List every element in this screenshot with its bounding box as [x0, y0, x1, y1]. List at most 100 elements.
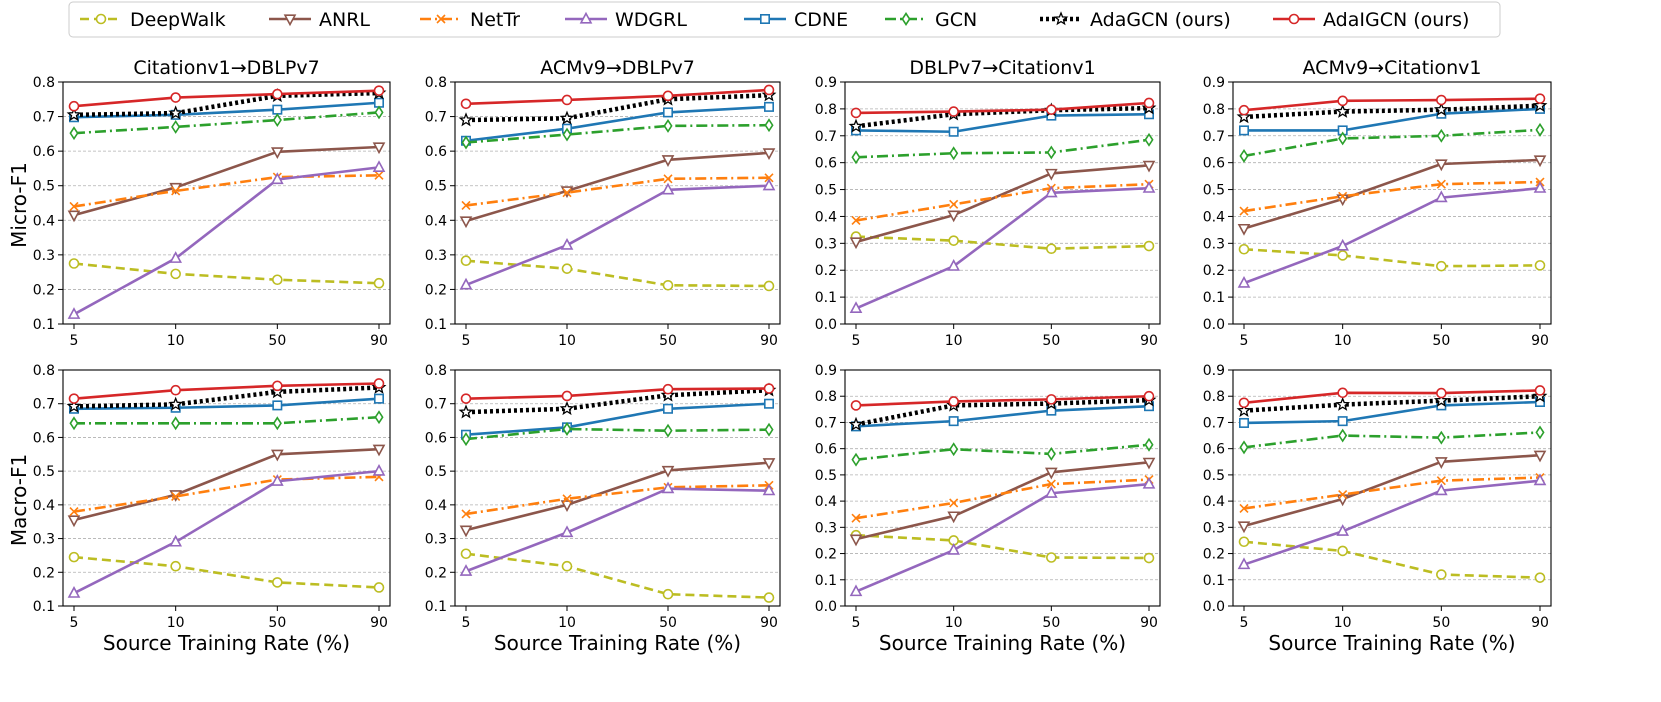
y-tick-label: 0.3 — [815, 236, 837, 252]
series-anrl — [1237, 450, 1547, 534]
series-adagcn-ours — [66, 379, 387, 413]
data-point-gcn — [1046, 446, 1056, 461]
x-tick-label: 5 — [852, 615, 861, 631]
data-point-gcn — [171, 416, 181, 431]
panel-8: 0.0 0.1 0.2 0.3 0.4 0.5 0.6 0.7 0.8 0.9 5 10 50 90 Sou… — [1203, 363, 1552, 655]
y-tick-label: 0.6 — [425, 430, 447, 446]
series-nettr — [461, 173, 774, 210]
data-point-wdgrl — [560, 237, 574, 250]
data-point-adaigcn-ours — [850, 400, 862, 411]
series-wdgrl — [67, 160, 386, 319]
series-wdgrl — [849, 181, 1156, 314]
y-tick-label: 0.8 — [1203, 102, 1225, 118]
y-tick-label: 0.5 — [1203, 183, 1225, 199]
y-tick-label: 0.8 — [815, 389, 837, 405]
y-tick-label: 0.9 — [1203, 363, 1225, 379]
data-point-deepwalk — [68, 258, 80, 269]
data-point-anrl — [1533, 155, 1547, 168]
series-line-nettr — [1243, 180, 1541, 213]
y-tick-label: 0.1 — [425, 599, 447, 615]
y-tick-label: 0.4 — [425, 498, 447, 514]
x-tick-label: 90 — [760, 615, 778, 631]
data-point-anrl — [1434, 159, 1448, 172]
data-point-adaigcn-ours — [1337, 387, 1348, 399]
y-tick-label: 0.4 — [1203, 494, 1225, 510]
y-tick-label: 0.7 — [1203, 129, 1225, 145]
y-tick-label: 0.2 — [1203, 263, 1225, 279]
data-point-anrl — [1237, 521, 1251, 534]
legend-marker-gcn — [901, 12, 911, 26]
series-nettr — [1239, 177, 1545, 216]
x-tick-label: 50 — [659, 615, 677, 631]
data-point-adagcn-ours — [1335, 103, 1351, 118]
axes-frame — [1232, 81, 1552, 325]
series-line-nettr — [73, 174, 380, 208]
data-point-adaigcn-ours — [1143, 97, 1155, 109]
data-point-wdgrl — [1142, 476, 1156, 489]
legend-item-adagcn-ours: AdaGCN (ours) — [1040, 9, 1231, 31]
data-point-deepwalk — [1337, 545, 1348, 557]
legend-item-adaigcn-ours: AdaIGCN (ours) — [1273, 9, 1469, 31]
series-adaigcn-ours — [850, 97, 1155, 119]
series-line-nettr — [465, 176, 770, 207]
data-point-deepwalk — [1238, 536, 1250, 548]
series-line-wdgrl — [855, 186, 1150, 310]
legend-marker-deepwalk — [95, 13, 107, 25]
series-deepwalk — [68, 551, 385, 593]
data-point-wdgrl — [1044, 486, 1058, 498]
data-point-adagcn-ours — [848, 118, 864, 133]
series-gcn — [851, 132, 1154, 165]
x-tick-label: 90 — [760, 333, 778, 349]
series-adaigcn-ours — [850, 390, 1155, 411]
y-tick-label: 0.7 — [425, 110, 447, 126]
data-point-wdgrl — [947, 542, 961, 555]
series-wdgrl — [849, 476, 1156, 597]
y-tick-label: 0.8 — [33, 75, 55, 91]
series-line-cdne — [1244, 107, 1541, 132]
data-point-adaigcn-ours — [1238, 104, 1250, 116]
series-line-adagcn-ours — [855, 397, 1150, 427]
data-point-adagcn-ours — [1532, 97, 1548, 112]
data-point-adaigcn-ours — [460, 98, 472, 110]
panel-title: DBLPv7→Citationv1 — [909, 57, 1095, 79]
y-tick-label: 0.1 — [815, 290, 837, 306]
x-tick-label: 10 — [167, 615, 185, 631]
data-point-deepwalk — [561, 560, 573, 572]
series-gcn — [1239, 425, 1545, 455]
series-line-adaigcn-ours — [855, 101, 1150, 115]
series-deepwalk — [460, 255, 775, 292]
legend-label-wdgrl: WDGRL — [615, 9, 687, 31]
data-point-wdgrl — [372, 463, 386, 476]
data-point-wdgrl — [661, 182, 675, 195]
data-point-gcn — [1338, 428, 1348, 443]
series-cdne — [460, 398, 774, 440]
y-tick-label: 0.5 — [33, 179, 55, 195]
axes-frame — [1232, 369, 1552, 607]
legend-label-nettr: NetTr — [470, 9, 520, 31]
y-tick-label: 0.3 — [1203, 236, 1225, 252]
legend-marker-adagcn-ours — [1053, 11, 1069, 26]
data-point-cdne — [948, 416, 959, 427]
series-cdne — [850, 109, 1155, 137]
data-point-wdgrl — [849, 584, 863, 597]
y-tick-label: 0.6 — [1203, 442, 1225, 458]
series-anrl — [849, 457, 1156, 547]
data-point-adaigcn-ours — [850, 107, 862, 119]
data-point-adagcn-ours — [1335, 396, 1351, 411]
data-point-wdgrl — [1237, 557, 1251, 570]
legend-item-nettr: NetTr — [420, 9, 520, 31]
data-point-wdgrl — [1044, 185, 1058, 198]
data-point-adaigcn-ours — [662, 383, 674, 395]
series-line-nettr — [855, 182, 1150, 222]
series-line-wdgrl — [855, 482, 1150, 593]
x-tick-label: 50 — [1432, 333, 1450, 349]
data-point-anrl — [459, 525, 473, 538]
series-line-anrl — [1243, 453, 1541, 528]
y-tick-label: 0.1 — [33, 599, 55, 615]
data-point-adagcn-ours — [660, 387, 676, 402]
y-tick-label: 0.9 — [815, 363, 837, 379]
data-point-deepwalk — [460, 255, 472, 267]
data-point-wdgrl — [372, 160, 386, 172]
data-point-adaigcn-ours — [1046, 394, 1057, 405]
